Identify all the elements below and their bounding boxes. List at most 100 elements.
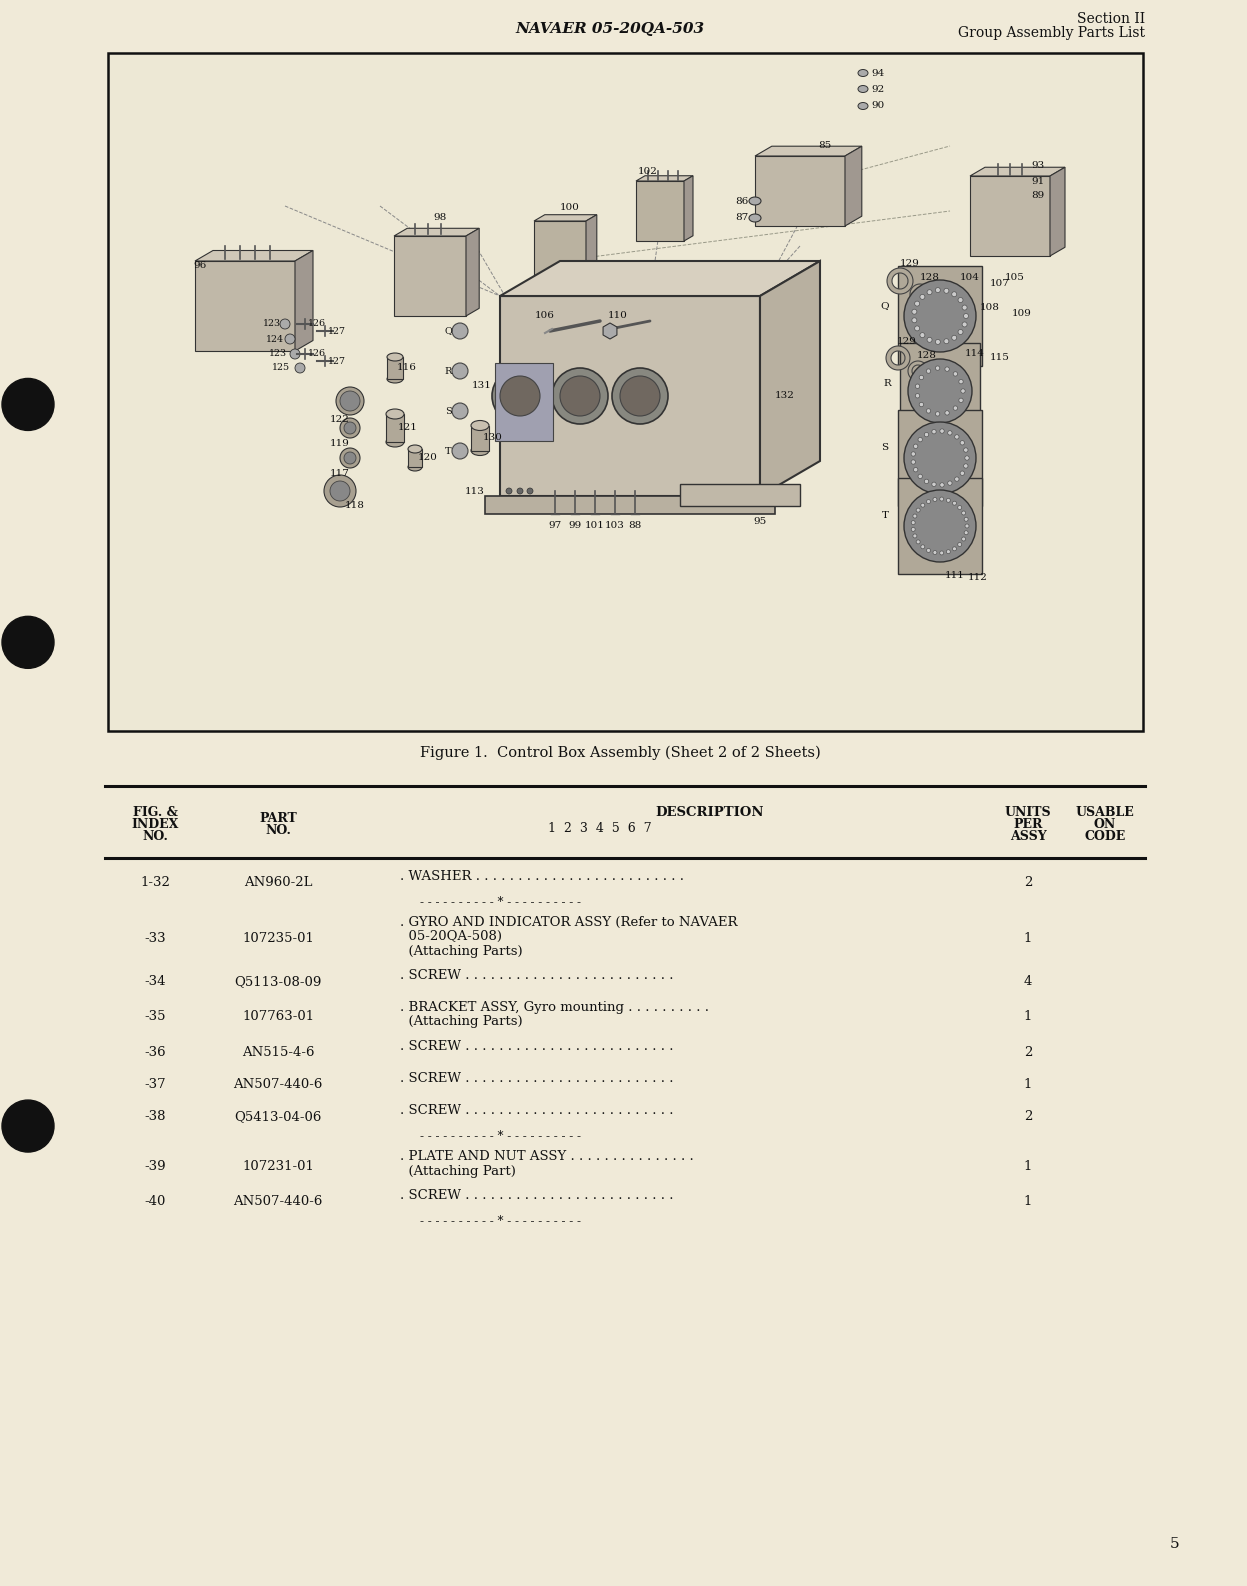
Text: 132: 132 (776, 392, 794, 401)
Circle shape (912, 460, 915, 465)
Circle shape (960, 389, 965, 393)
Circle shape (933, 550, 936, 555)
Circle shape (953, 547, 956, 550)
Text: 124: 124 (266, 335, 284, 344)
Circle shape (920, 333, 925, 338)
Text: - - - - - - - - - - * - - - - - - - - - -: - - - - - - - - - - * - - - - - - - - - … (420, 1129, 581, 1144)
Polygon shape (1050, 167, 1065, 255)
Text: NO.: NO. (142, 829, 168, 842)
Circle shape (612, 368, 668, 423)
Ellipse shape (471, 446, 489, 455)
Circle shape (927, 370, 930, 373)
Ellipse shape (408, 463, 421, 471)
Circle shape (920, 295, 925, 300)
Text: Figure 1.  Control Box Assembly (Sheet 2 of 2 Sheets): Figure 1. Control Box Assembly (Sheet 2 … (420, 745, 821, 760)
Circle shape (330, 481, 350, 501)
Text: 103: 103 (605, 522, 625, 530)
Bar (500, 297, 759, 496)
Circle shape (927, 338, 932, 343)
Text: DESCRIPTION: DESCRIPTION (656, 806, 764, 818)
Text: 113: 113 (465, 487, 485, 495)
Text: 129: 129 (897, 338, 917, 346)
Circle shape (340, 447, 360, 468)
Circle shape (945, 366, 949, 371)
Circle shape (340, 392, 360, 411)
Text: R: R (444, 366, 451, 376)
Text: R: R (883, 379, 890, 387)
Text: 123: 123 (263, 319, 281, 328)
Circle shape (344, 452, 355, 465)
Bar (471, 425, 489, 450)
Text: 102: 102 (638, 167, 658, 176)
Text: 96: 96 (193, 262, 207, 271)
Circle shape (933, 498, 936, 501)
Circle shape (2, 379, 54, 430)
Circle shape (964, 314, 969, 319)
Bar (387, 357, 403, 379)
Text: 85: 85 (818, 141, 832, 151)
Text: . SCREW . . . . . . . . . . . . . . . . . . . . . . . . .: . SCREW . . . . . . . . . . . . . . . . … (400, 1072, 673, 1085)
Text: - - - - - - - - - - * - - - - - - - - - -: - - - - - - - - - - * - - - - - - - - - … (420, 1215, 581, 1228)
Bar (387, 414, 404, 442)
Text: 114: 114 (965, 349, 985, 357)
Circle shape (953, 406, 958, 411)
Text: 127: 127 (328, 357, 345, 365)
Text: Group Assembly Parts List: Group Assembly Parts List (958, 25, 1145, 40)
Ellipse shape (749, 197, 761, 205)
Circle shape (620, 376, 660, 416)
Text: AN507-440-6: AN507-440-6 (233, 1194, 323, 1209)
Circle shape (953, 371, 958, 376)
Text: . SCREW . . . . . . . . . . . . . . . . . . . . . . . . .: . SCREW . . . . . . . . . . . . . . . . … (400, 1190, 673, 1202)
Polygon shape (394, 228, 479, 236)
Text: 1-32: 1-32 (140, 875, 170, 888)
Text: 112: 112 (968, 574, 988, 582)
Circle shape (2, 1101, 54, 1151)
Text: AN960-2L: AN960-2L (243, 875, 312, 888)
Text: T: T (882, 512, 889, 520)
Circle shape (913, 534, 917, 538)
Text: 95: 95 (753, 517, 767, 525)
Text: 107231-01: 107231-01 (242, 1159, 314, 1172)
Circle shape (920, 546, 925, 549)
Text: -39: -39 (145, 1159, 166, 1172)
Circle shape (948, 431, 951, 435)
Polygon shape (534, 214, 597, 220)
Text: 99: 99 (569, 522, 581, 530)
Circle shape (296, 363, 306, 373)
Circle shape (914, 301, 919, 306)
Circle shape (946, 498, 950, 503)
Text: AN507-440-6: AN507-440-6 (233, 1078, 323, 1091)
Circle shape (951, 335, 956, 341)
Circle shape (961, 538, 965, 541)
Bar (195, 262, 296, 351)
Circle shape (944, 339, 949, 344)
Polygon shape (685, 176, 693, 241)
Text: 126: 126 (308, 349, 325, 358)
Circle shape (918, 438, 923, 442)
Circle shape (958, 542, 961, 547)
Circle shape (927, 290, 932, 295)
Circle shape (935, 287, 940, 292)
Ellipse shape (858, 86, 868, 92)
Text: NAVAER 05-20QA-503: NAVAER 05-20QA-503 (515, 22, 705, 36)
Text: (Attaching Part): (Attaching Part) (400, 1164, 516, 1177)
Circle shape (915, 393, 920, 398)
Text: 1: 1 (1024, 1078, 1033, 1091)
Circle shape (904, 422, 976, 493)
Circle shape (963, 305, 968, 309)
Circle shape (932, 430, 936, 435)
Circle shape (518, 488, 522, 493)
Bar (394, 236, 466, 316)
Text: 86: 86 (736, 197, 748, 206)
Circle shape (904, 490, 976, 561)
Text: 118: 118 (345, 501, 365, 511)
Text: 05-20QA-508): 05-20QA-508) (400, 929, 503, 944)
Circle shape (935, 412, 940, 416)
Circle shape (940, 482, 944, 487)
Text: 98: 98 (434, 214, 446, 222)
Ellipse shape (858, 70, 868, 76)
Text: 121: 121 (398, 423, 418, 433)
Circle shape (913, 514, 917, 519)
Text: . GYRO AND INDICATOR ASSY (Refer to NAVAER: . GYRO AND INDICATOR ASSY (Refer to NAVA… (400, 915, 737, 928)
Circle shape (955, 477, 959, 481)
